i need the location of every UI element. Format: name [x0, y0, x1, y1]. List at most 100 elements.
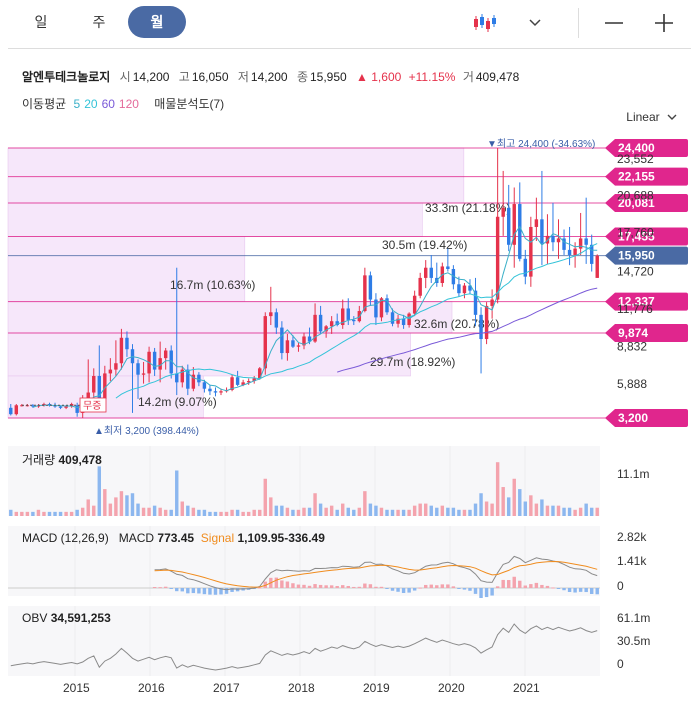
macd-hist-bar: [280, 580, 284, 588]
candle-body: [219, 391, 223, 393]
ma-label[interactable]: 이동평균: [22, 97, 67, 111]
volume-bar: [401, 509, 406, 516]
macd-hist-bar: [523, 585, 528, 588]
candle-body: [241, 382, 245, 385]
volume-bar: [545, 505, 550, 516]
candle-body: [512, 204, 516, 245]
macd-hist-bar: [435, 585, 439, 588]
macd-hist-bar: [263, 581, 267, 588]
price-tick-label: 14,720: [617, 264, 654, 278]
volume-bar: [202, 509, 207, 516]
candle-body: [186, 369, 190, 389]
candle-body: [545, 235, 550, 244]
volume-bar: [169, 509, 173, 516]
plus-icon[interactable]: [649, 9, 679, 37]
candle-body: [9, 407, 13, 415]
scale-mode-select[interactable]: Linear: [626, 110, 677, 124]
obv-last-value: 34,591,253: [50, 611, 111, 625]
candle-body: [457, 284, 461, 294]
volume-profile-band: [7, 236, 246, 302]
candle-body: [523, 258, 528, 277]
candle-body: [25, 405, 30, 407]
volume-profile-band: [7, 202, 423, 237]
volume-bar: [407, 509, 411, 516]
signal-value: 1,109.95: [237, 531, 285, 545]
candle-body: [130, 349, 135, 364]
x-tick-label: 2016: [138, 681, 165, 695]
volume-profile-band: [7, 147, 465, 204]
candle-body: [141, 373, 146, 375]
price-tick-label: 5,888: [617, 377, 647, 391]
volume-bar: [31, 511, 35, 516]
volume-bar: [291, 509, 295, 516]
volume-bar: [490, 503, 494, 516]
obv-tick-label: 30.5m: [617, 634, 650, 648]
volume-bar: [418, 503, 422, 516]
candle-body: [92, 375, 96, 393]
macd-hist-bar: [512, 576, 516, 588]
macd-hist-bar: [545, 585, 550, 588]
candle-body: [335, 321, 339, 326]
volume-value: 409,478: [475, 70, 520, 84]
macd-hist-bar: [285, 581, 290, 588]
volume-profile: 33.3m (21.18%) 30.5m (19.42%) 16.7m (10.63…: [7, 147, 510, 419]
candle-body: [479, 314, 483, 340]
obv-tick-label: 0: [617, 657, 624, 671]
macd-hist-bar: [246, 588, 251, 590]
macd-hist-bar: [208, 588, 212, 595]
volume-bar: [75, 509, 79, 516]
candle-body: [80, 398, 85, 413]
volume-bar: [506, 497, 511, 516]
candle-body: [119, 337, 124, 364]
volume-panel: 11.1m: [8, 446, 649, 516]
volume-bar: [451, 507, 456, 516]
macd-hist-bar: [573, 588, 577, 593]
price-axis: 23,552 20,688 17,760 14,720 11,776 8,832 5,888: [617, 152, 654, 391]
chevron-down-icon[interactable]: [528, 9, 542, 37]
candles: [9, 148, 599, 418]
volume-bar: [346, 507, 350, 516]
volume-bar: [274, 505, 279, 516]
macd-hist-bar: [352, 586, 356, 588]
moving-averages: [22, 225, 598, 409]
price-level-value: 9,874: [618, 326, 648, 340]
period-tabs: 일 주 월: [12, 6, 186, 38]
tab-month[interactable]: 월: [128, 6, 186, 38]
volume-bar: [197, 509, 201, 516]
candlestick-icon[interactable]: [464, 9, 508, 37]
minus-icon[interactable]: [599, 9, 629, 37]
macd-hist-bar: [175, 588, 179, 592]
candle-body: [363, 275, 367, 312]
price-level-value: 24,400: [618, 141, 655, 155]
volume-profile-label: 29.7m (18.92%): [370, 355, 455, 369]
high-value: 16,050: [191, 70, 229, 84]
candle-body: [385, 298, 389, 313]
volume-bar: [191, 507, 196, 516]
candle-body: [501, 207, 505, 217]
volume-profile-band: [7, 332, 411, 377]
macd-title-text: MACD (12,26,9): [22, 531, 109, 545]
candle-body: [108, 369, 113, 374]
volume-bar: [595, 507, 599, 516]
volume-bar: [53, 511, 57, 516]
tab-week[interactable]: 주: [92, 14, 106, 30]
volume-bar: [424, 503, 428, 516]
change-percent: +11.15%: [408, 70, 456, 84]
low-annotation: ▲최저 3,200 (398.44%): [94, 425, 199, 437]
macd-hist-bar: [424, 584, 428, 588]
ma5-label: 5: [73, 97, 81, 111]
macd-hist-bar: [252, 588, 256, 590]
high-annotation: ▼최고 24,400 (-34.63%): [487, 138, 595, 150]
candle-body: [424, 267, 428, 278]
macd-hist-bar: [457, 588, 461, 589]
candle-body: [379, 298, 384, 318]
macd-hist-bar: [296, 584, 301, 588]
candle-body: [307, 336, 312, 342]
macd-hist-bar: [158, 587, 162, 589]
tab-day[interactable]: 일: [34, 14, 48, 30]
candle-body: [213, 391, 218, 393]
volume-bar: [25, 511, 30, 516]
candle-body: [163, 350, 168, 359]
volume-profile-label[interactable]: 매물분석도(7): [154, 97, 225, 111]
volume-profile-label: 16.7m (10.63%): [170, 278, 255, 292]
